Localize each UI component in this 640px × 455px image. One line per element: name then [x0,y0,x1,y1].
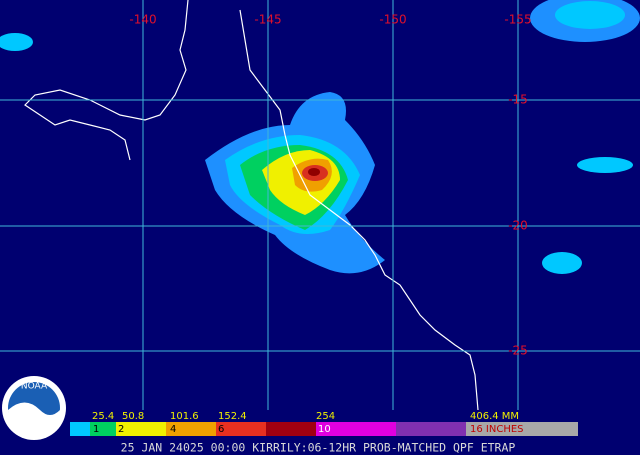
graticule [0,0,640,420]
lon-label: -145 [254,13,281,27]
inch-label: 16 INCHES [470,424,524,435]
inch-label: 1 [93,424,99,435]
footer: 25 JAN 24025 00:00 KIRRILY:06-12HR PROB-… [121,441,516,455]
lon-label: -150 [379,13,406,27]
mm-label: 50.8 [122,411,144,422]
inch-label: 4 [170,424,176,435]
inch-label: 10 [318,424,331,435]
lat-label: -25 [508,344,528,358]
mm-label: 101.6 [170,411,199,422]
colorbar [70,422,578,436]
inch-label: 6 [218,424,224,435]
mm-label: 254 [316,411,335,422]
mm-label: 25.4 [92,411,114,422]
mm-label: 406.4 MM [470,411,519,422]
lat-label: -20 [508,219,528,233]
lon-label: -155 [504,13,531,27]
rainfall [0,0,640,274]
lon-label: -140 [129,13,156,27]
lat-label: -15 [508,93,528,107]
mm-label: 152.4 [218,411,247,422]
inch-label: 2 [118,424,124,435]
logo-text: NOAA [21,382,48,392]
noaa-logo: NOAA [2,376,66,440]
